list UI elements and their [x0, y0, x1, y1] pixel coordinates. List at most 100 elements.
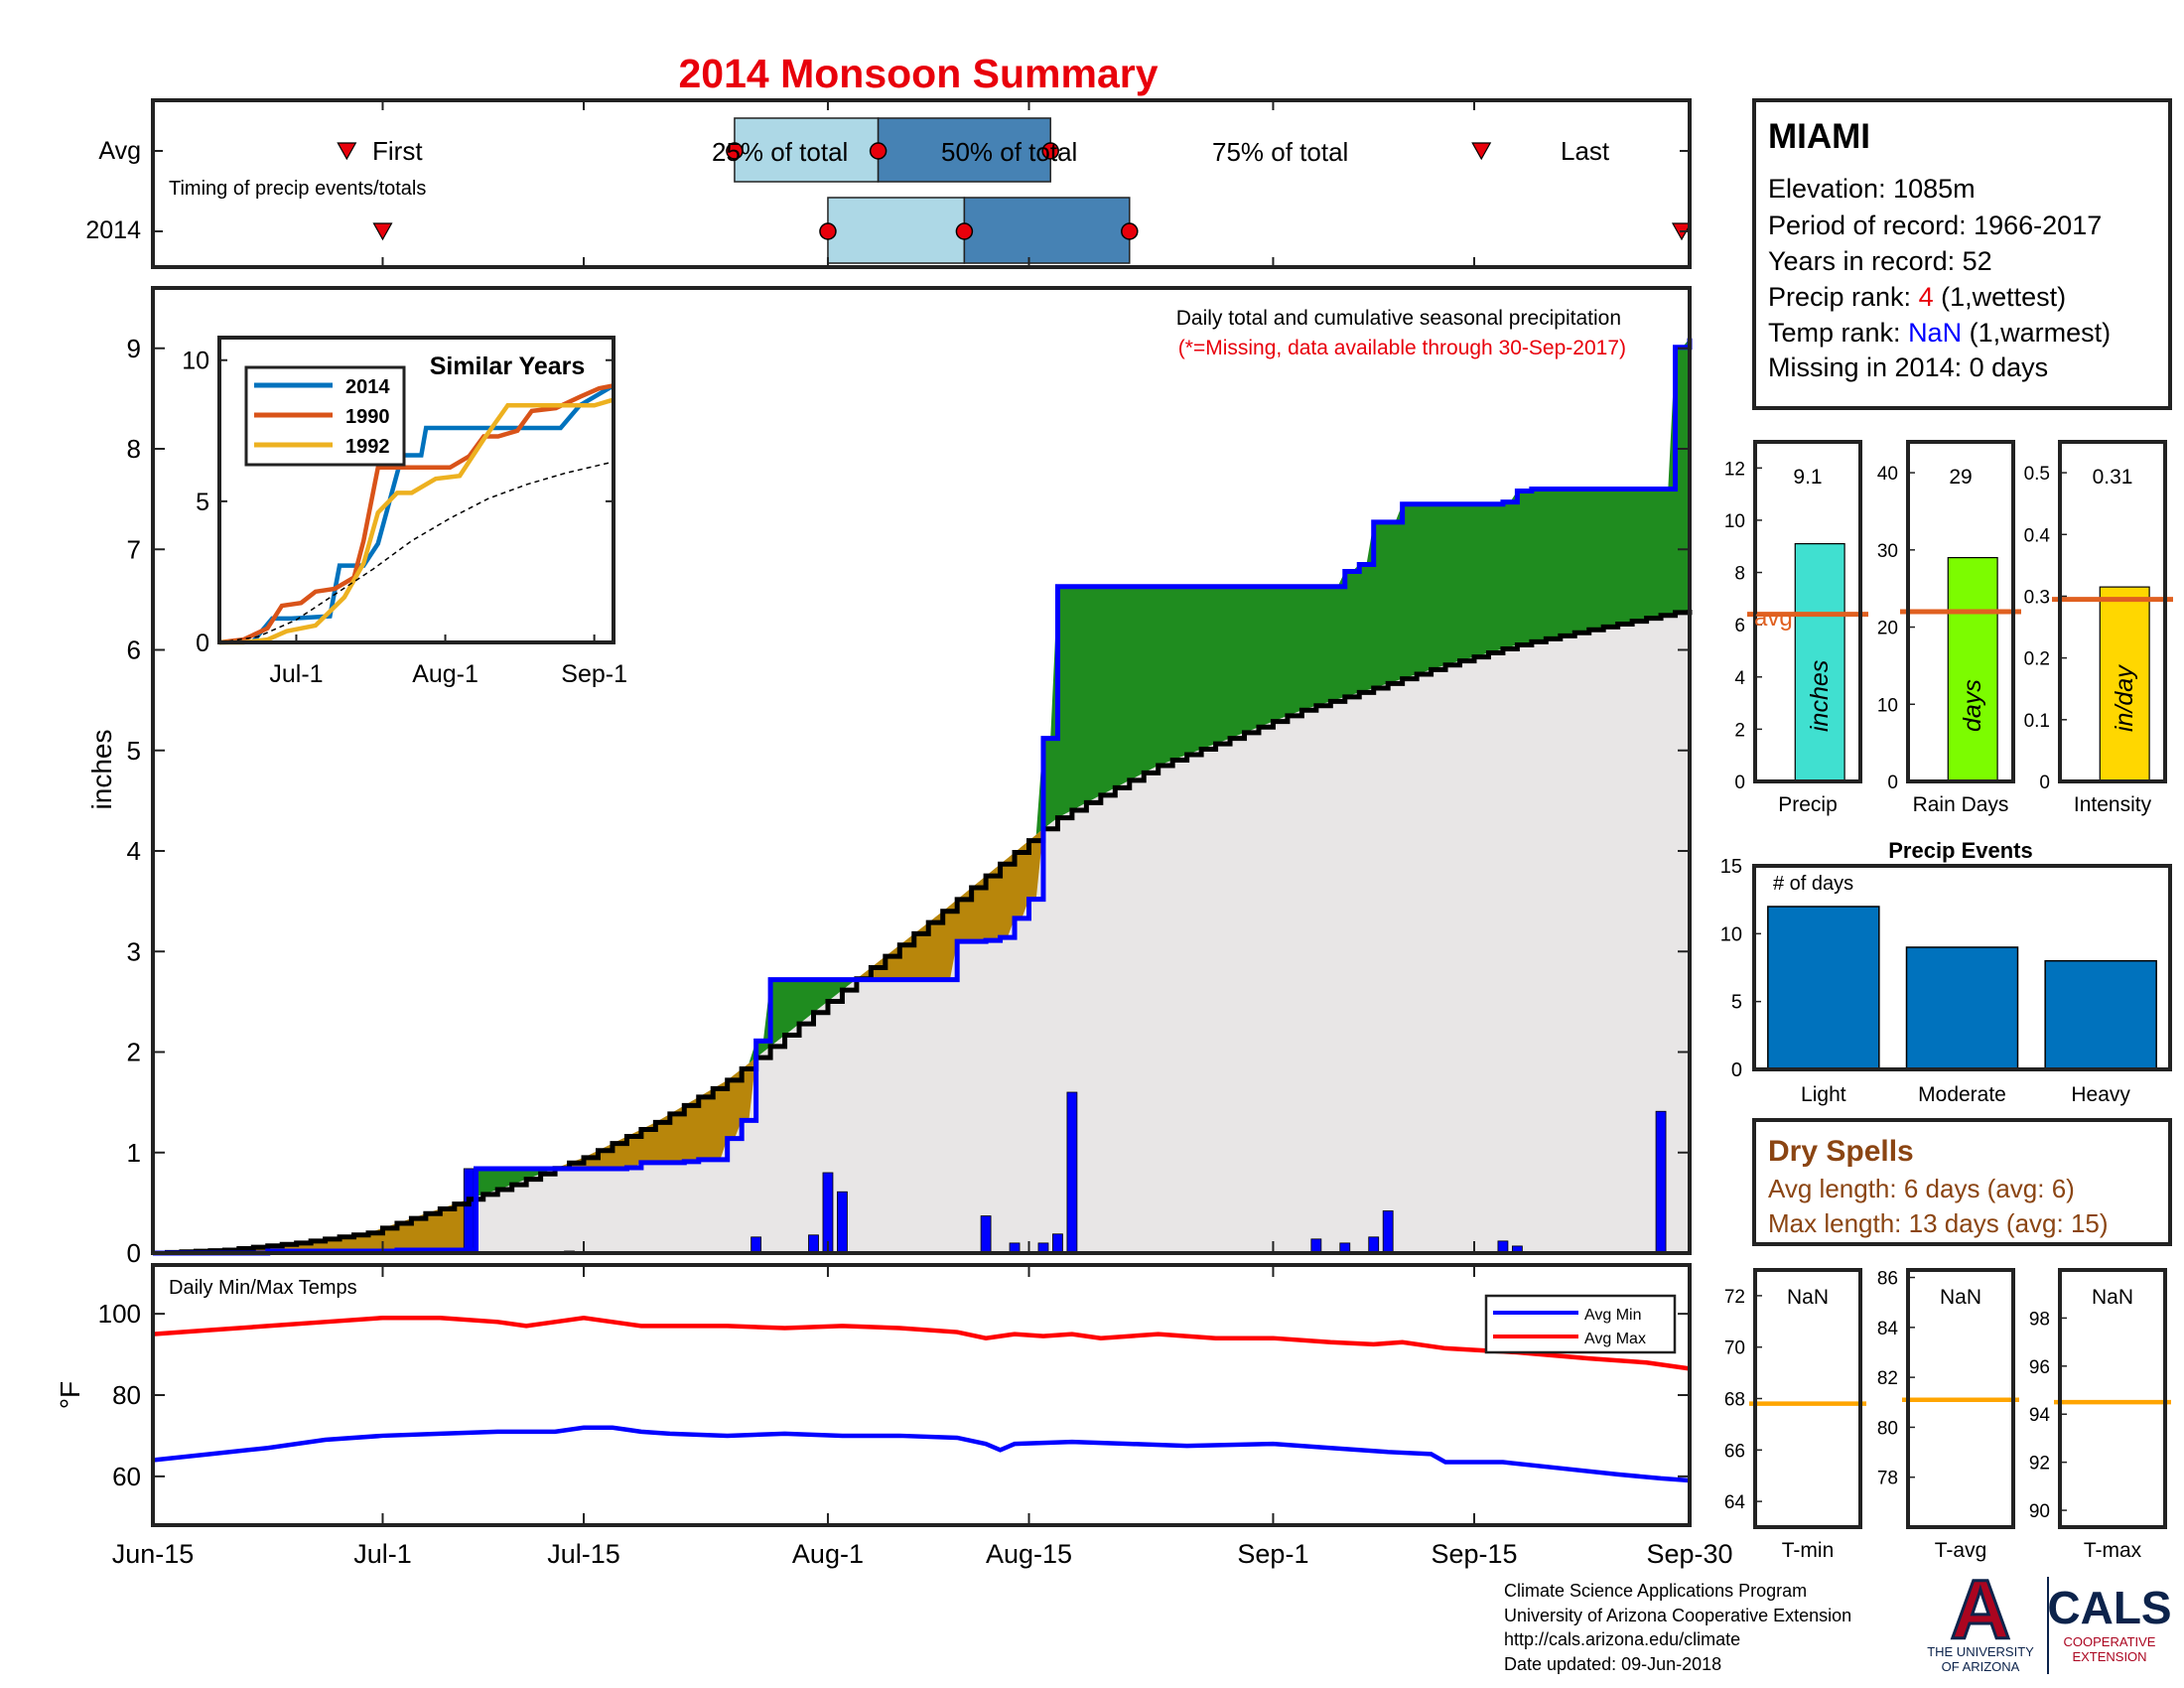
info-missing: Missing in 2014: 0 days [1768, 352, 2048, 382]
daily-precip-bar [837, 1191, 848, 1254]
daily-precip-bar [463, 1168, 475, 1254]
stat-label-intensity: Intensity [2074, 793, 2152, 816]
university-logo: A THE UNIVERSITY OF ARIZONA CALS COOPERA… [1927, 1569, 2172, 1674]
x-axis-date-label: Sep-1 [1237, 1539, 1308, 1569]
timing-2014-q1-box [827, 197, 966, 264]
info-period: Period of record: 1966-2017 [1768, 211, 2102, 240]
main-ytick-label: 1 [127, 1138, 141, 1168]
stat-tick-label: 20 [1877, 619, 1898, 639]
inset-legend-1992: 1992 [345, 436, 390, 458]
timing-caption: Timing of precip events/totals [169, 178, 426, 200]
precip-rank-value: 4 [1919, 282, 1934, 312]
info-frame [1752, 98, 2172, 410]
temp-min-line [152, 1425, 1691, 1483]
main-ytick-label: 5 [127, 736, 141, 766]
info-temp-rank: Temp rank: NaN (1,warmest) [1768, 318, 2111, 348]
dry-title: Dry Spells [1768, 1135, 1914, 1168]
inset-legend-2014: 2014 [345, 376, 390, 398]
temp-box-tick-label: 84 [1877, 1319, 1899, 1339]
daily-precip-bar [1382, 1210, 1394, 1254]
daily-precip-bar [1052, 1233, 1063, 1254]
inset-frame [217, 336, 615, 644]
dry-avg: Avg length: 6 days (avg: 6) [1768, 1174, 2075, 1203]
stat-label-raindays: Rain Days [1913, 793, 2009, 816]
temp-box-tick-label: 72 [1724, 1287, 1745, 1308]
inset-xtick-label: Aug-1 [412, 660, 478, 688]
dry-spells-box: Dry Spells Avg length: 6 days (avg: 6) M… [1752, 1118, 2172, 1246]
footer-credits: Climate Science Applications Program Uni… [1504, 1579, 1851, 1676]
stat-value-precip: 9.1 [1793, 466, 1822, 489]
temp-box-tick-label: 68 [1724, 1390, 1745, 1411]
main-ytick-label: 2 [127, 1038, 141, 1067]
stat-tick-label: 2 [1734, 720, 1745, 741]
temp-legend-min: Avg Min [1584, 1307, 1642, 1324]
timing-first-label: First [372, 136, 423, 166]
ua-logo-icon: A [1951, 1569, 2011, 1656]
main-y-axis-label: inches [86, 730, 117, 810]
main-ytick-label: 3 [127, 936, 141, 966]
events-sublabel: # of days [1773, 873, 1853, 895]
inset-ytick-label: 10 [182, 348, 209, 375]
temp-rank-value: NaN [1908, 318, 1962, 348]
main-ytick-label: 8 [127, 434, 141, 464]
temp-ytick-label: 80 [112, 1380, 141, 1410]
event-tick-label: 10 [1720, 923, 1742, 945]
temp-box-label-2: T-max [2084, 1539, 2142, 1562]
timing-row-2014-label: 2014 [85, 216, 141, 244]
temp-box-tick-label: 66 [1724, 1441, 1745, 1462]
cals-logo-text: CALS [2047, 1582, 2171, 1633]
stat-unit-intensity: in/day [2111, 664, 2138, 732]
stat-tick-label: 12 [1724, 459, 1745, 480]
timing-avg-q2-box [877, 117, 1051, 183]
inset-xtick-label: Sep-1 [561, 660, 627, 688]
stat-tick-label: 0 [1887, 773, 1898, 793]
temp-box-tick-label: 86 [1877, 1269, 1898, 1290]
stat-tick-label: 0.4 [2024, 525, 2051, 546]
inset-average-line [218, 461, 614, 643]
timing-2014-p25-marker [819, 222, 837, 240]
timing-2014-q2-box [963, 197, 1131, 264]
daily-precip-bar [808, 1234, 819, 1254]
inset-xtick-label: Jul-1 [269, 660, 323, 688]
temp-box-tick-label: 82 [1877, 1368, 1898, 1389]
daily-precip-bar [822, 1172, 834, 1254]
stat-frame-intensity [2058, 440, 2167, 783]
info-precip-rank: Precip rank: 4 (1,wettest) [1768, 282, 2066, 312]
observed-cumulative-line [153, 338, 1693, 1256]
temp-box-tick-label: 64 [1724, 1492, 1746, 1513]
temp-rank-prefix: Temp rank: [1768, 318, 1908, 348]
event-bar-light [1767, 906, 1880, 1070]
stat-tick-label: 0 [1734, 773, 1745, 793]
stat-avg-label: avg [1754, 605, 1793, 632]
stat-tick-label: 40 [1877, 464, 1898, 485]
stat-tick-label: 0.1 [2024, 711, 2050, 732]
stat-frame-raindays [1906, 440, 2015, 783]
temp-box-tick-label: 92 [2029, 1454, 2050, 1475]
timing-avg-last-marker [1471, 142, 1492, 161]
inset-plot-marks: 0 5 10 Jul-1 Aug-1 Sep-1 [182, 348, 627, 688]
stat-tick-label: 10 [1724, 511, 1745, 532]
x-axis-date-label: Aug-1 [792, 1539, 864, 1569]
station-info-box: MIAMI Elevation: 1085m Period of record:… [1752, 98, 2172, 410]
event-category-label: Moderate [1918, 1083, 2006, 1106]
daily-precip-bar [751, 1236, 762, 1254]
figure-title: 2014 Monsoon Summary [678, 51, 1158, 96]
daily-precip-bar [1066, 1091, 1078, 1254]
main-ytick-label: 7 [127, 534, 141, 564]
inset-series-2014 [218, 383, 615, 645]
station-name: MIAMI [1768, 117, 1870, 156]
events-title: Precip Events [1888, 838, 2033, 863]
event-category-label: Heavy [2071, 1083, 2130, 1106]
inset-series-1990 [218, 383, 614, 645]
temp-box-frame-1 [1906, 1268, 2015, 1529]
timing-avg-p75-marker [1041, 142, 1059, 160]
temp-box-tick-label: 70 [1724, 1338, 1745, 1359]
temp-box-frame-2 [2058, 1268, 2167, 1529]
main-note-2: (*=Missing, data available through 30-Se… [1178, 337, 1626, 359]
stat-bar-intensity [2099, 586, 2150, 782]
temp-box-tick-label: 90 [2029, 1501, 2050, 1522]
dry-frame [1752, 1118, 2172, 1246]
timing-p25-label: 25% of total [712, 137, 848, 167]
event-tick-label: 0 [1731, 1059, 1742, 1081]
